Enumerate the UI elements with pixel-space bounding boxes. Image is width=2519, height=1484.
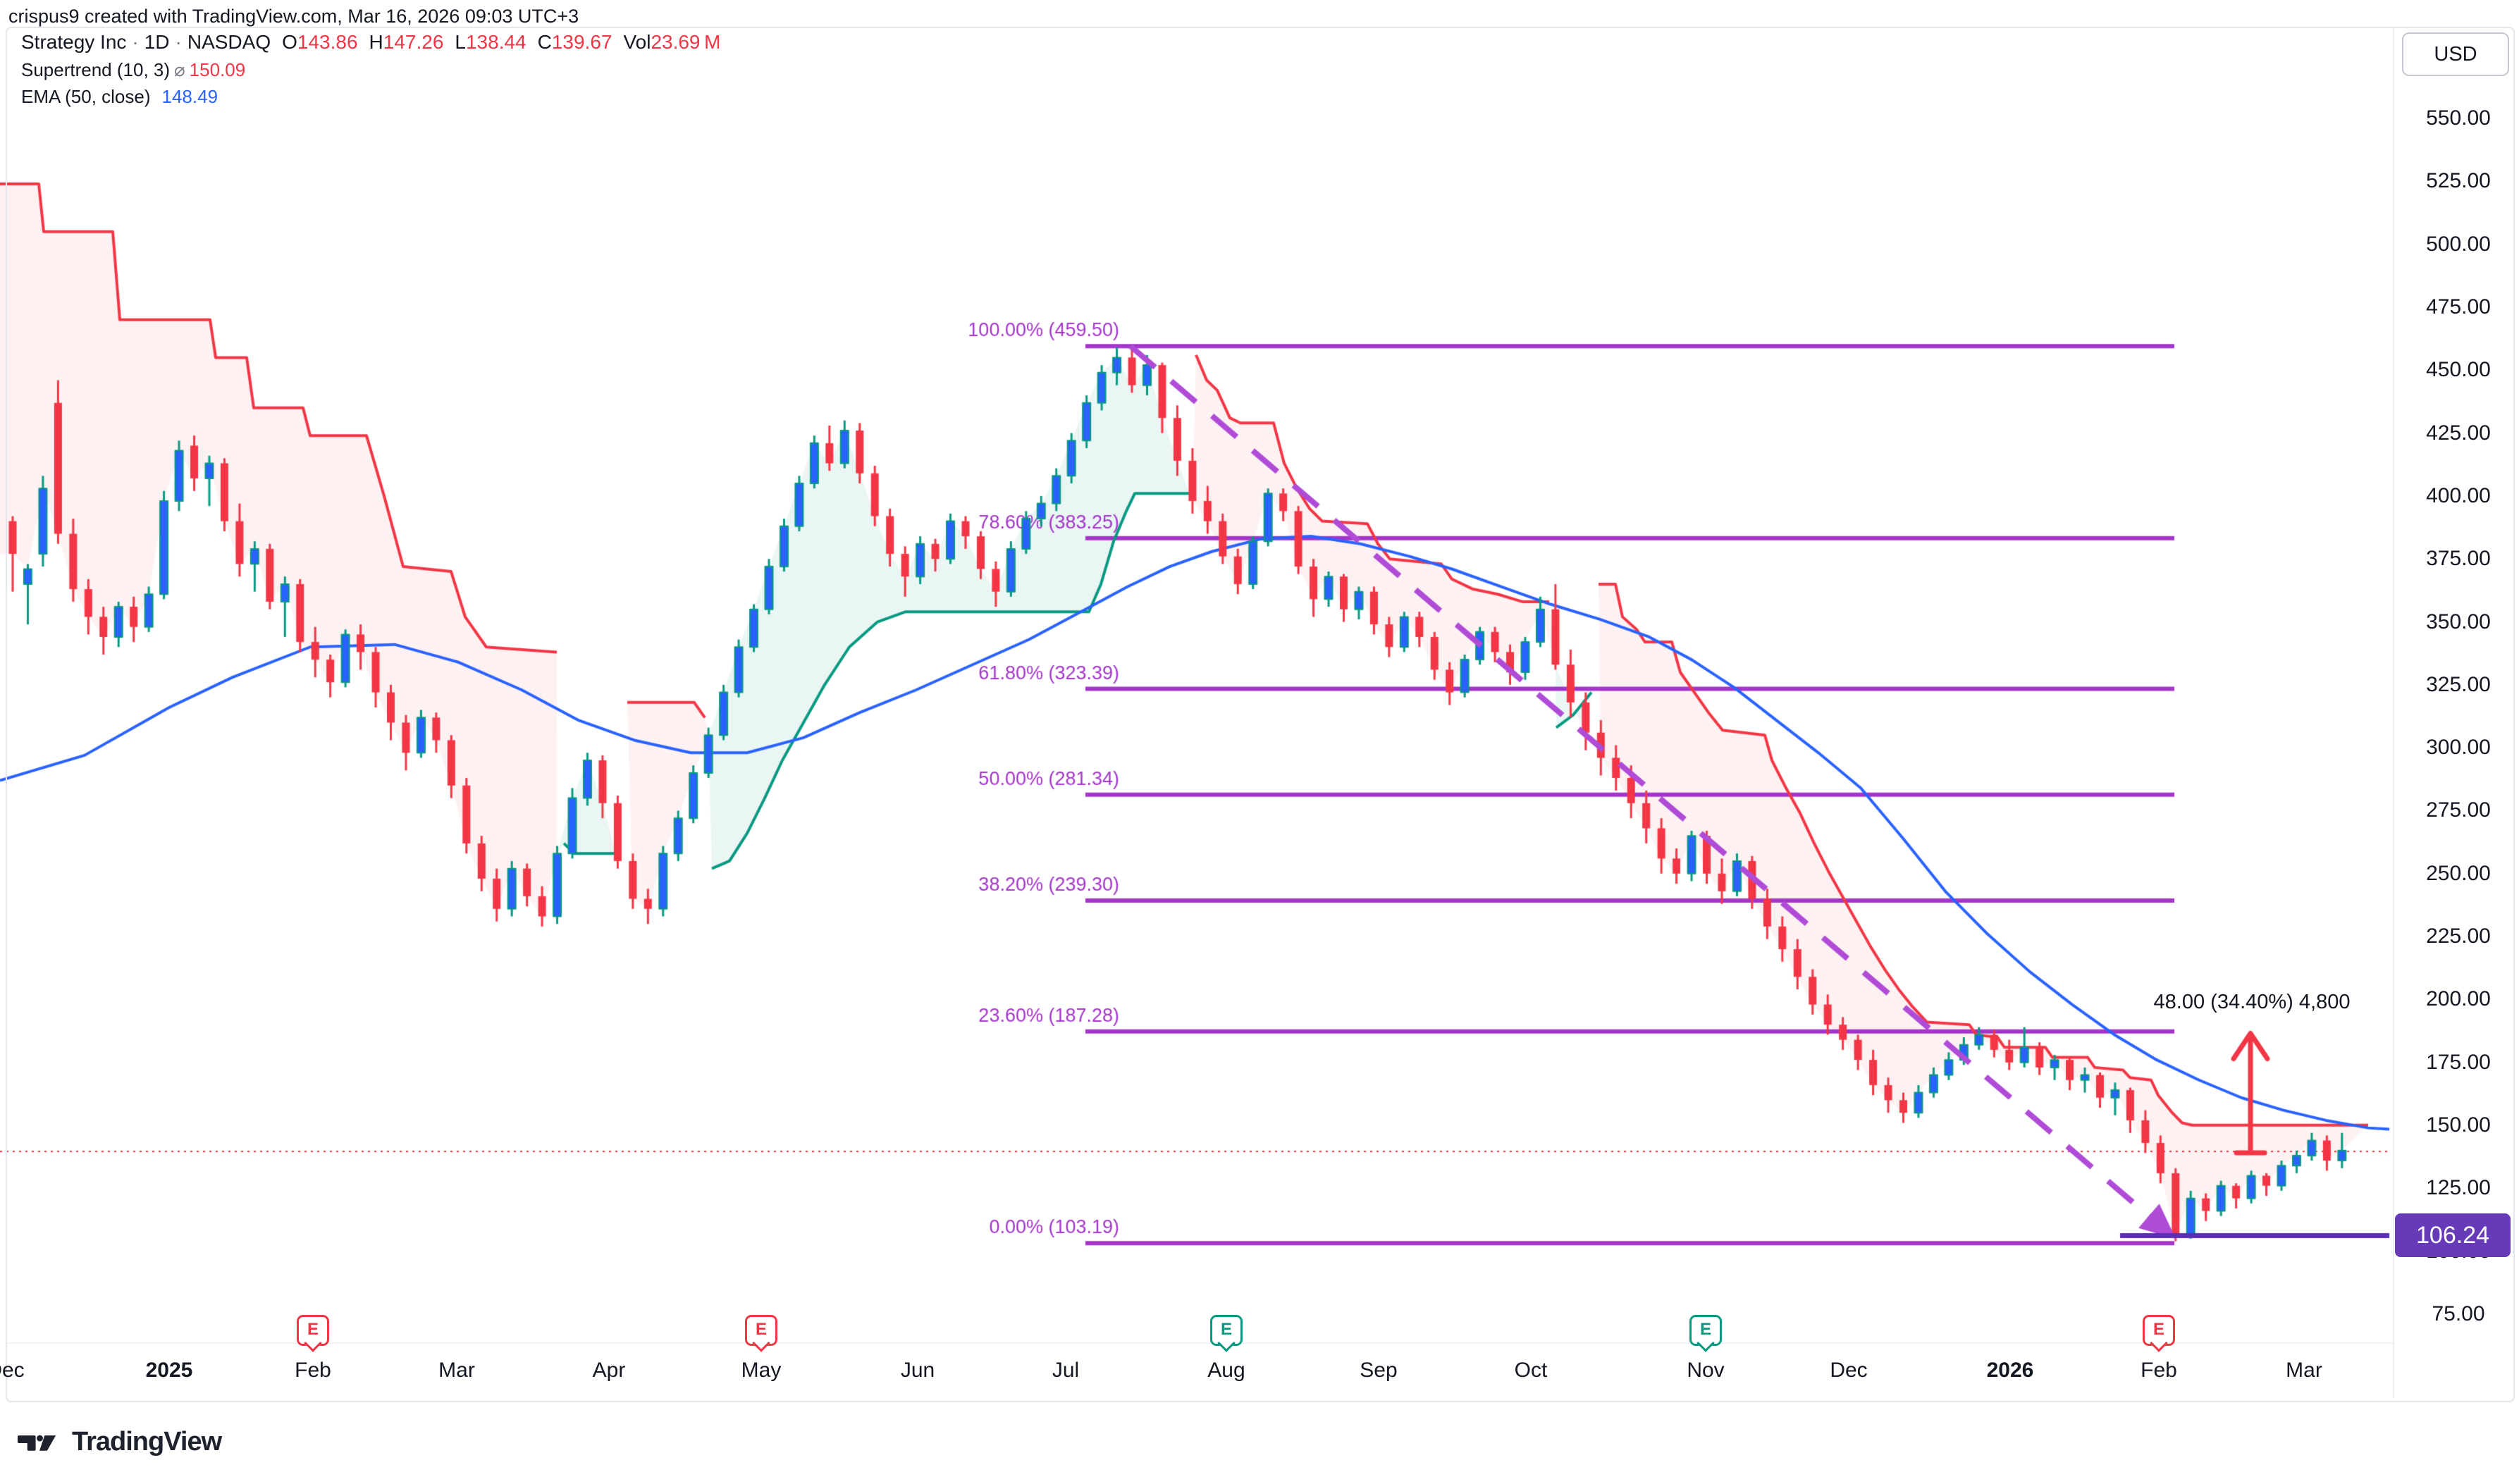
time-axis-separator[interactable] xyxy=(7,1342,2393,1344)
price-tick-label: 525.00 xyxy=(2426,169,2491,193)
price-tick-label: 500.00 xyxy=(2426,232,2491,256)
close-value: 139.67 xyxy=(551,31,612,53)
diameter-icon: ⌀ xyxy=(174,59,185,80)
volume-key: Vol xyxy=(623,31,651,53)
separator-dot: · xyxy=(175,31,182,53)
open-value: 143.86 xyxy=(297,31,358,53)
tradingview-logo[interactable]: TradingView xyxy=(17,1422,222,1461)
chart-legend: Strategy Inc · 1D · NASDAQ O143.86 H147.26 L138… xyxy=(21,32,720,114)
interval-label[interactable]: 1D xyxy=(144,31,170,53)
time-axis-label-oct[interactable]: Oct xyxy=(1514,1359,1548,1382)
time-axis-label-dec[interactable]: Dec xyxy=(0,1359,25,1382)
exchange-label: NASDAQ xyxy=(187,31,271,53)
time-axis-label-apr[interactable]: Apr xyxy=(592,1359,626,1382)
tradingview-logo-icon xyxy=(17,1435,56,1451)
price-tick-label: 75.00 xyxy=(2432,1302,2485,1325)
price-tick-label: 325.00 xyxy=(2426,672,2491,696)
time-axis-label-sep[interactable]: Sep xyxy=(1360,1359,1398,1382)
price-tick-label: 300.00 xyxy=(2426,736,2491,760)
time-axis-label-jun[interactable]: Jun xyxy=(900,1359,935,1382)
supertrend-label[interactable]: Supertrend (10, 3) xyxy=(21,59,171,80)
earnings-icon[interactable]: E xyxy=(2143,1315,2175,1352)
supertrend-legend-row[interactable]: Supertrend (10, 3) ⌀ 150.09 xyxy=(21,61,720,79)
ema-value: 148.49 xyxy=(161,86,218,107)
price-tick-label: 475.00 xyxy=(2426,295,2491,319)
volume-value: 23.69 M xyxy=(651,31,721,53)
price-tick-label: 550.00 xyxy=(2426,106,2491,130)
time-axis-label-mar[interactable]: Mar xyxy=(2286,1359,2322,1382)
time-axis-label-may[interactable]: May xyxy=(741,1359,782,1382)
ray-price-label: 106.24 xyxy=(2395,1213,2511,1258)
tradingview-wordmark: TradingView xyxy=(72,1426,222,1457)
price-tick-label: 350.00 xyxy=(2426,610,2491,633)
earnings-icon[interactable]: E xyxy=(297,1315,329,1352)
time-axis-label-jul[interactable]: Jul xyxy=(1052,1359,1080,1382)
price-tick-label: 425.00 xyxy=(2426,421,2491,445)
high-value: 147.26 xyxy=(383,31,444,53)
ema-label[interactable]: EMA (50, close) xyxy=(21,86,151,107)
earnings-icon[interactable]: E xyxy=(745,1315,777,1352)
time-axis-label-2025[interactable]: 2025 xyxy=(145,1359,193,1382)
chart-frame xyxy=(6,27,2515,1402)
high-key: H xyxy=(369,31,383,53)
price-tick-label: 225.00 xyxy=(2426,925,2491,948)
price-tick-label: 375.00 xyxy=(2426,547,2491,571)
time-axis-label-dec[interactable]: Dec xyxy=(1830,1359,1868,1382)
price-axis-separator[interactable] xyxy=(2393,28,2394,1398)
time-axis-label-feb[interactable]: Feb xyxy=(295,1359,331,1382)
close-key: C xyxy=(537,31,552,53)
price-tick-label: 200.00 xyxy=(2426,987,2491,1011)
time-axis-label-feb[interactable]: Feb xyxy=(2141,1359,2177,1382)
time-axis-label-aug[interactable]: Aug xyxy=(1207,1359,1245,1382)
currency-selector[interactable]: USD xyxy=(2402,32,2509,76)
low-key: L xyxy=(455,31,466,53)
earnings-icon[interactable]: E xyxy=(1210,1315,1243,1352)
supertrend-value: 150.09 xyxy=(189,59,246,80)
time-axis-label-2026[interactable]: 2026 xyxy=(1986,1359,2034,1382)
price-tick-label: 125.00 xyxy=(2426,1176,2491,1200)
watermark-text: crispus9 created with TradingView.com, M… xyxy=(8,6,579,27)
ema-legend-row[interactable]: EMA (50, close) 148.49 xyxy=(21,87,720,106)
price-tick-label: 400.00 xyxy=(2426,483,2491,507)
time-axis-label-mar[interactable]: Mar xyxy=(438,1359,475,1382)
earnings-icon[interactable]: E xyxy=(1689,1315,1722,1352)
price-tick-label: 450.00 xyxy=(2426,358,2491,382)
price-tick-label: 250.00 xyxy=(2426,861,2491,885)
symbol-name[interactable]: Strategy Inc xyxy=(21,31,127,53)
price-tick-label: 275.00 xyxy=(2426,798,2491,822)
price-tick-label: 150.00 xyxy=(2426,1113,2491,1137)
low-value: 138.44 xyxy=(465,31,526,53)
open-key: O xyxy=(282,31,297,53)
price-tick-label: 175.00 xyxy=(2426,1050,2491,1074)
time-axis-label-nov[interactable]: Nov xyxy=(1687,1359,1725,1382)
measure-annotation-label[interactable]: 48.00 (34.40%) 4,800 xyxy=(2153,991,2351,1013)
symbol-row[interactable]: Strategy Inc · 1D · NASDAQ O143.86 H147.26 L138… xyxy=(21,32,720,52)
separator-dot: · xyxy=(132,31,139,53)
